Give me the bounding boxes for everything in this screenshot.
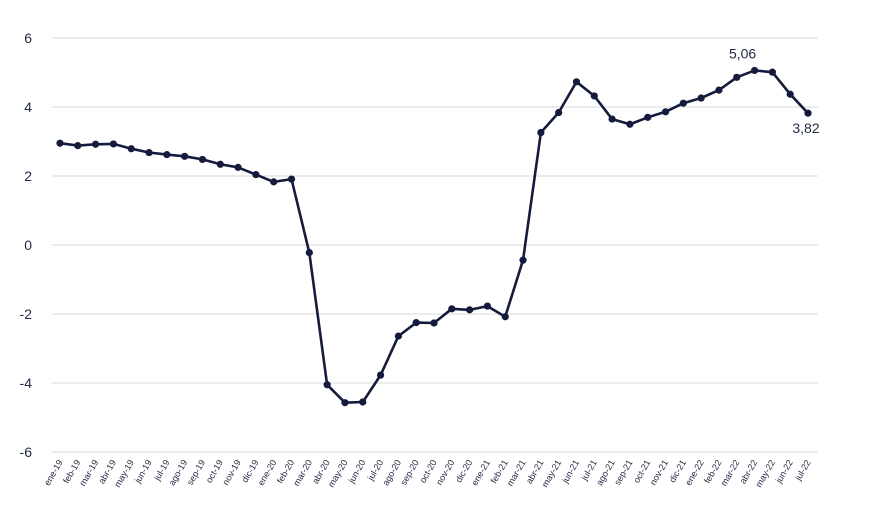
data-point [804,109,812,117]
data-point [786,90,794,98]
data-point [483,302,492,310]
data-point [661,108,670,116]
data-point [252,171,260,179]
data-labels: 5,06 3,82 [729,45,820,136]
data-point [92,140,100,148]
data-point [234,163,242,171]
series-line [59,69,809,405]
data-point [341,399,349,407]
data-point [359,398,367,406]
data-point [608,115,616,123]
grid-lines [52,37,818,453]
data-point [679,99,687,107]
data-point [109,140,118,148]
data-point [376,371,385,379]
data-point [644,113,652,121]
data-point [394,332,402,340]
data-point [537,128,545,137]
y-tick-label: -6 [20,444,33,460]
data-point [287,175,296,183]
data-point [56,139,64,147]
data-point [697,94,705,102]
data-point [127,145,135,153]
data-point [626,120,634,128]
data-point [163,151,171,159]
y-axis-ticks: 6 4 2 0 -2 -4 -6 [20,30,33,460]
y-tick-label: 2 [24,168,32,184]
data-point [270,178,278,186]
data-point [501,313,509,321]
series-line-group [59,69,809,405]
data-point [750,66,759,75]
data-point [519,256,527,264]
x-tick-label: ene-19 [42,458,65,487]
data-point [412,319,420,327]
data-point [305,248,313,257]
y-tick-label: 4 [24,99,32,115]
data-point [733,73,741,81]
y-tick-label: 6 [24,30,32,46]
series-points [56,66,812,407]
data-point [572,78,581,86]
data-point [768,68,776,76]
data-point [323,381,331,389]
data-point [555,108,563,117]
data-point [466,306,474,314]
y-tick-label: -4 [20,375,33,391]
data-point [181,152,189,160]
x-tick-label: jul-22 [793,458,813,483]
data-label-peak: 5,06 [729,45,756,61]
data-point [448,305,456,313]
data-point [430,319,438,327]
x-tick-label: jun-21 [560,458,582,486]
data-point [216,160,224,168]
data-point [74,142,82,150]
x-tick-label: jun-19 [132,458,154,486]
data-point [198,155,207,164]
y-tick-label: 0 [24,237,32,253]
y-tick-label: -2 [20,306,33,322]
x-axis-ticks: ene-19feb-19mar-19abr-19may-19jun-19jul-… [42,458,813,489]
data-label-last: 3,82 [792,120,819,136]
x-tick-label: jun-22 [773,458,795,486]
data-point [715,86,723,94]
data-point [145,148,153,157]
data-point [590,92,598,100]
x-tick-label: jun-20 [346,458,368,486]
